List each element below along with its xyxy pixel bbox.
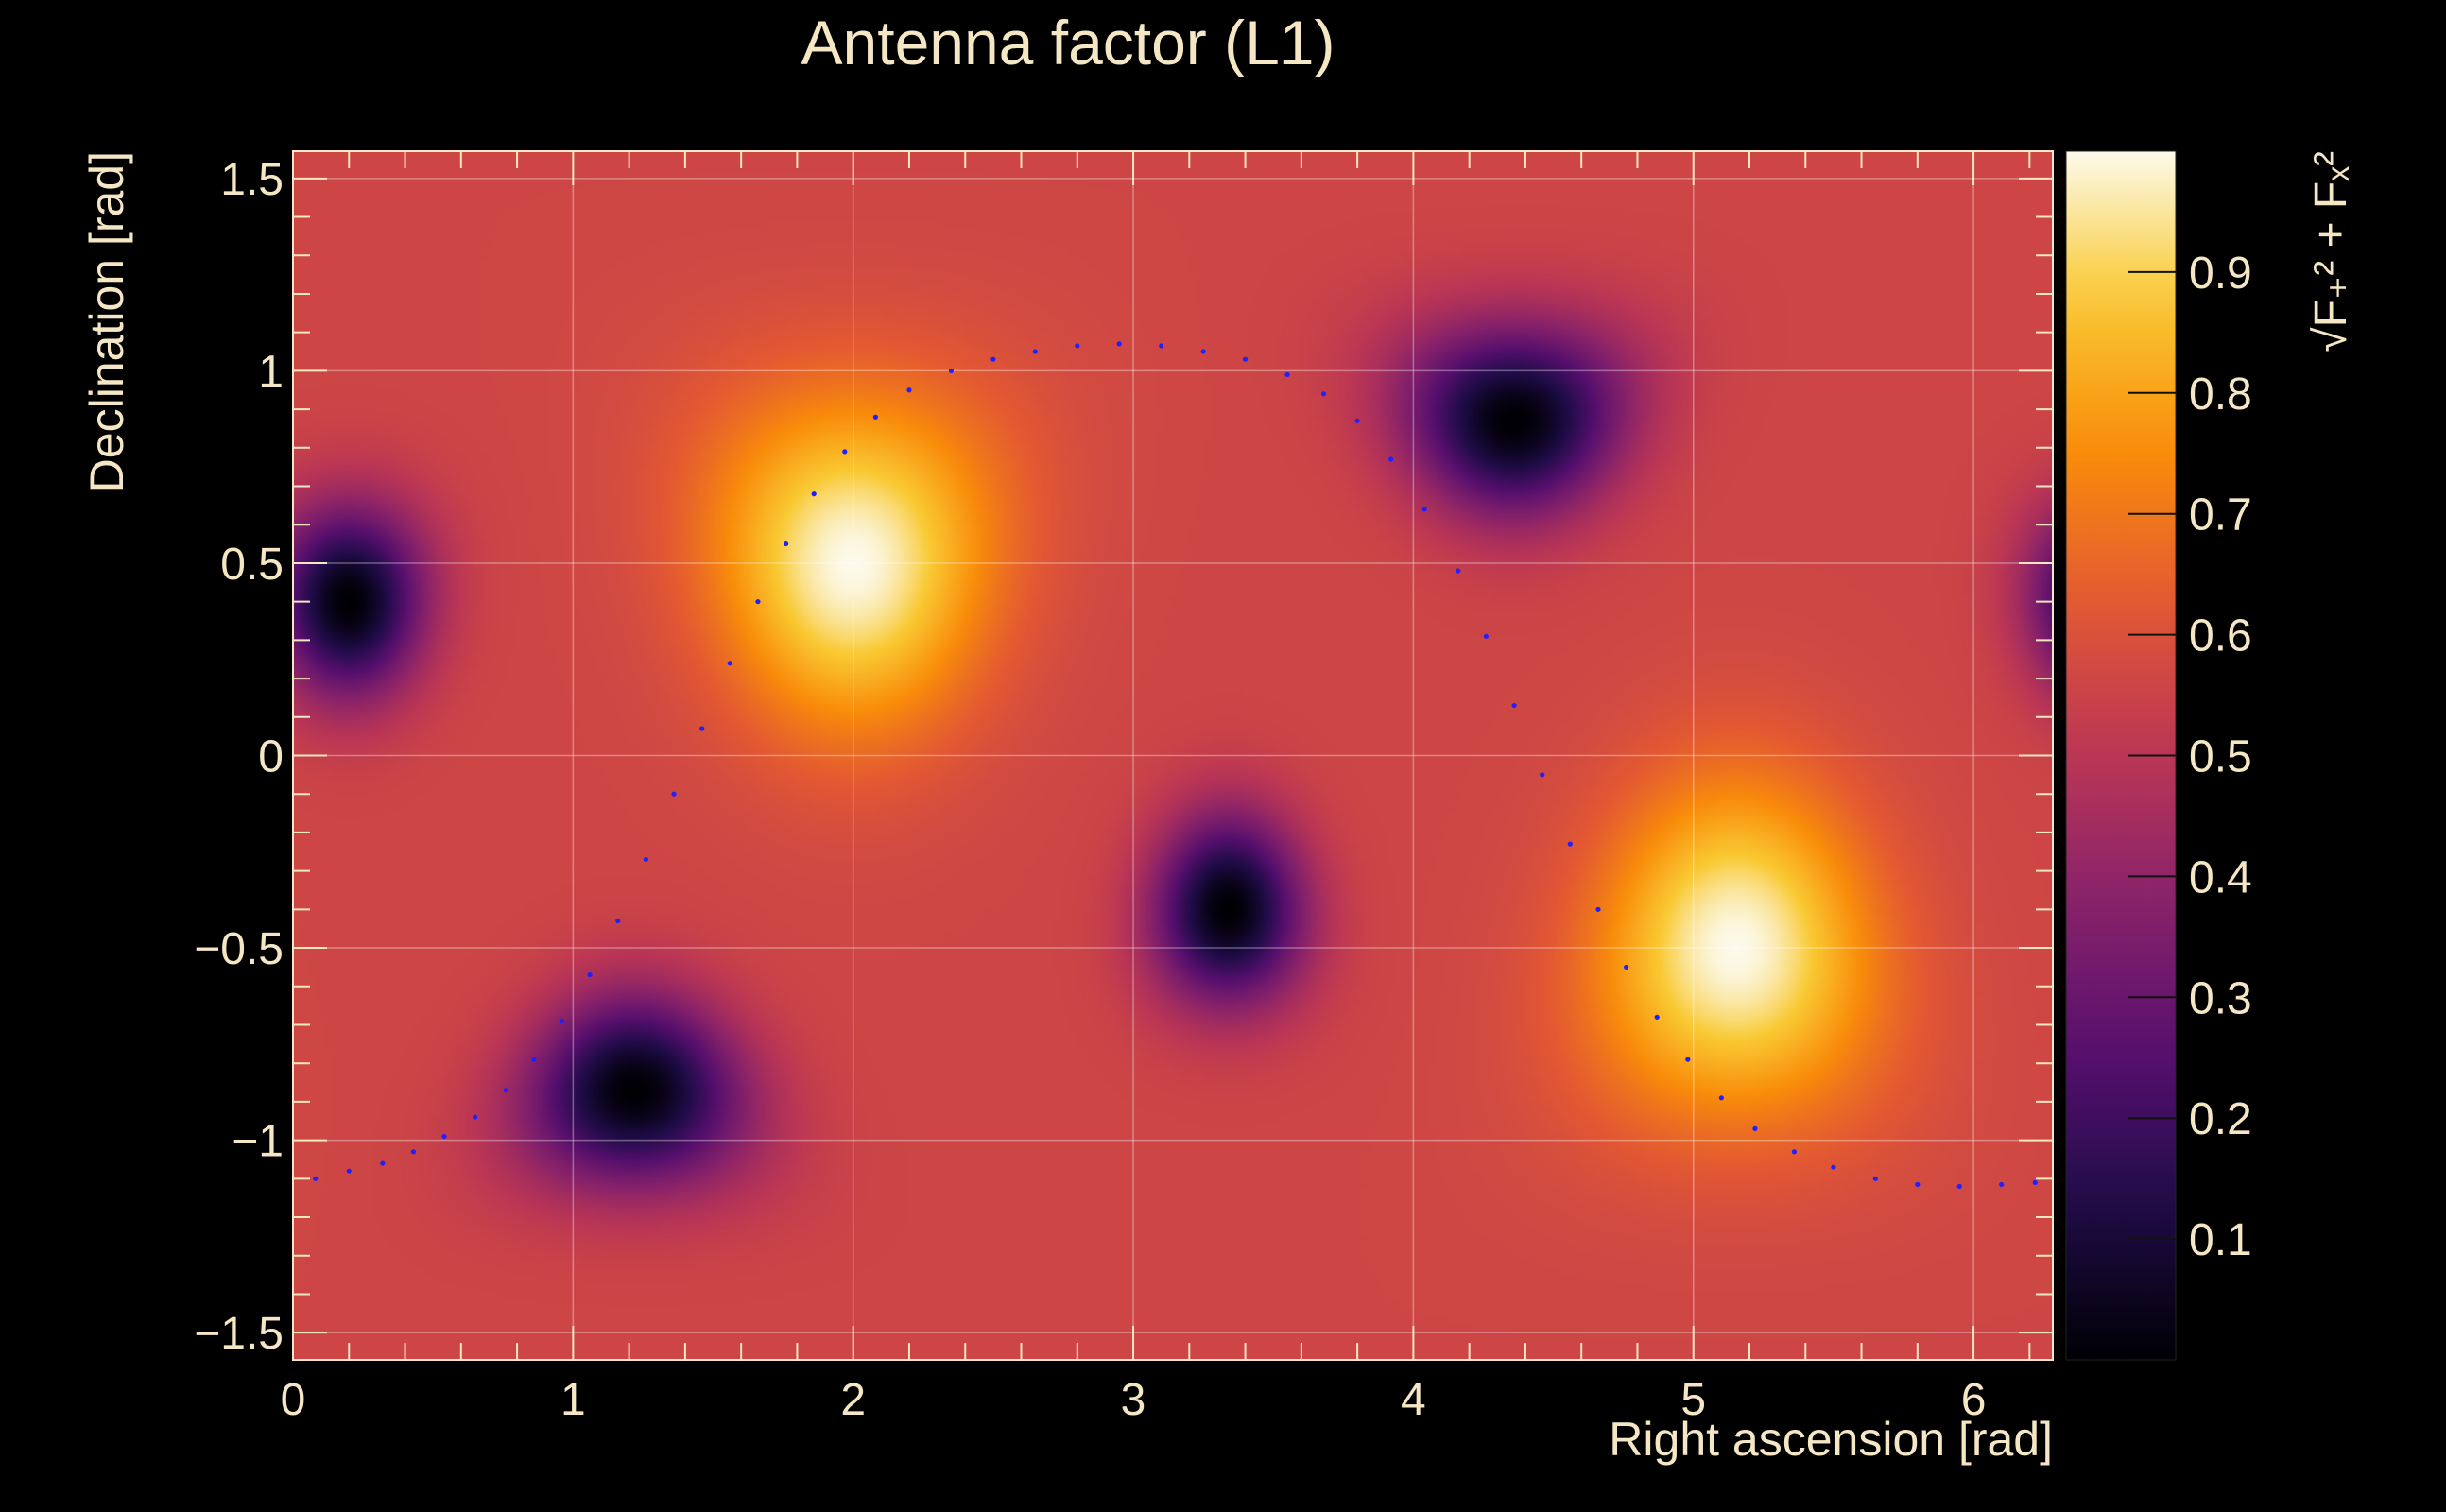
colorbar-tick-label: 0.4 — [2189, 852, 2252, 902]
overlay-point — [1032, 349, 1038, 354]
colorbar-tick-label: 0.7 — [2189, 490, 2252, 541]
overlay-point — [313, 1176, 319, 1181]
grid-lines — [293, 151, 2053, 1360]
x-axis-label: Right ascension [rad] — [1609, 1413, 2053, 1466]
y-tick-label: 1 — [258, 347, 284, 397]
overlay-point — [1624, 964, 1629, 971]
y-tick-label: 1.5 — [220, 155, 284, 205]
overlay-point — [1956, 1183, 1962, 1190]
overlay-point — [1540, 772, 1545, 778]
overlay-point — [990, 356, 996, 362]
overlay-point — [587, 971, 593, 978]
overlay-point — [1915, 1181, 1921, 1188]
overlay-point — [842, 449, 848, 455]
overlay-point — [1159, 343, 1164, 349]
colorbar-ticks: 0.1 0.2 0.3 0.4 0.5 0.6 0.7 0.8 0.9 — [2065, 150, 2252, 1361]
y-tick-label: 0 — [258, 732, 284, 782]
overlay-point — [643, 856, 648, 863]
overlay-point — [531, 1057, 537, 1062]
overlay-point — [1388, 456, 1394, 462]
overlay-point — [783, 541, 789, 547]
overlay-point — [1511, 702, 1517, 709]
colorbar-label: √F₊² + Fₓ² — [2306, 151, 2356, 352]
overlay-point — [1752, 1125, 1758, 1132]
overlay-point — [1116, 341, 1122, 347]
overlay-point — [2032, 1179, 2038, 1186]
overlay-point — [1595, 906, 1601, 912]
heatmap-image — [293, 151, 2053, 1360]
overlay-point — [755, 599, 761, 605]
overlay-point — [380, 1160, 386, 1166]
y-axis-label: Declination [rad] — [80, 151, 133, 492]
chart-title: Antenna factor (L1) — [801, 8, 1335, 77]
x-axis-ticks: 0 1 2 3 4 5 6 — [281, 151, 2031, 1425]
overlay-dotted-path — [313, 341, 2038, 1190]
colorbar-tick-label: 0.9 — [2189, 249, 2252, 299]
overlay-point — [1654, 1014, 1660, 1020]
overlay-point — [1685, 1057, 1691, 1062]
x-tick-label: 4 — [1401, 1375, 1426, 1425]
colorbar-tick-label: 0.8 — [2189, 369, 2252, 420]
overlay-point — [1831, 1164, 1836, 1170]
overlay-point — [1718, 1095, 1724, 1101]
overlay-point — [346, 1168, 352, 1174]
y-tick-label: −1 — [232, 1117, 284, 1167]
overlay-point — [503, 1088, 508, 1093]
y-axis-ticks: −1.5 −1 −0.5 0 0.5 1 1.5 — [194, 155, 2053, 1359]
overlay-point — [559, 1018, 565, 1024]
overlay-point — [1456, 568, 1461, 574]
overlay-point — [1200, 349, 1206, 354]
y-tick-label: −1.5 — [194, 1309, 284, 1359]
overlay-point — [1999, 1181, 2005, 1188]
overlay-point — [1320, 391, 1327, 397]
y-tick-label: −0.5 — [194, 924, 284, 974]
x-tick-label: 5 — [1680, 1375, 1706, 1425]
colorbar-tick-label: 0.3 — [2189, 973, 2252, 1023]
overlay-point — [1567, 841, 1573, 847]
overlay-point — [1483, 633, 1490, 639]
overlay-point — [1421, 507, 1427, 512]
colorbar-tick-label: 0.5 — [2189, 732, 2252, 782]
overlay-point — [1284, 371, 1290, 378]
overlay-point — [441, 1133, 447, 1140]
overlay-point — [473, 1114, 478, 1120]
colorbar-tick-label: 0.6 — [2189, 611, 2252, 662]
x-tick-label: 6 — [1961, 1375, 1987, 1425]
overlay-point — [727, 661, 732, 666]
overlay-point — [1242, 356, 1249, 362]
x-tick-label: 1 — [560, 1375, 586, 1425]
overlay-point — [615, 918, 621, 924]
overlay-point — [1791, 1149, 1798, 1155]
overlay-point — [811, 491, 817, 497]
x-tick-label: 2 — [840, 1375, 866, 1425]
x-tick-label: 0 — [281, 1375, 306, 1425]
overlay-point — [1872, 1176, 1878, 1181]
colorbar-tick-label: 0.1 — [2189, 1215, 2252, 1265]
y-tick-label: 0.5 — [220, 540, 284, 590]
overlay-point — [699, 726, 705, 731]
overlay-point — [872, 414, 878, 420]
overlay-point — [906, 387, 912, 393]
x-tick-label: 3 — [1121, 1375, 1146, 1425]
overlay-point — [948, 368, 955, 373]
colorbar-tick-label: 0.2 — [2189, 1094, 2252, 1144]
overlay-point — [410, 1149, 417, 1155]
overlay-point — [1075, 343, 1080, 349]
overlay-point — [1354, 418, 1360, 423]
overlay-point — [671, 791, 677, 797]
